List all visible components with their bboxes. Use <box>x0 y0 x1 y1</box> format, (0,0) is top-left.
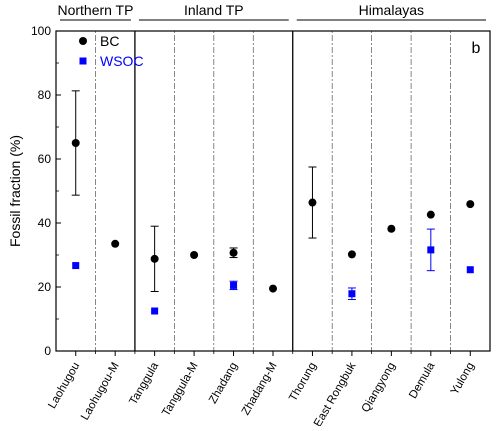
y-tick-label: 80 <box>38 88 52 102</box>
x-tick-label: Zhadang-M <box>240 361 280 418</box>
x-tick-label: Tanggula-M <box>160 361 200 419</box>
y-tick-label: 60 <box>38 152 52 166</box>
bc-point <box>426 210 435 219</box>
bc-point <box>190 251 199 259</box>
x-tick-label: Zhadang <box>207 361 240 406</box>
region-header-labels: Northern TP Inland TP Himalayas <box>57 2 424 18</box>
x-tick-label: East Rongbuk <box>312 360 359 426</box>
region-label: Himalayas <box>359 2 424 18</box>
y-tick-label: 100 <box>31 24 51 38</box>
wsoc-point <box>466 266 474 274</box>
x-tick-label: Yulong <box>449 361 477 397</box>
legend-wsoc-label: WSOC <box>100 53 144 69</box>
bc-point <box>308 198 317 207</box>
x-tick-label: Qiangyong <box>360 361 398 415</box>
bc-point <box>111 239 120 248</box>
x-tick-label: Laohugou-M <box>79 361 122 423</box>
bc-point <box>347 250 356 259</box>
legend: BC WSOC <box>79 33 144 69</box>
region-label: Northern TP <box>57 2 133 18</box>
x-tick-label: Tanggula <box>127 360 161 407</box>
region-boundary-lines <box>134 31 294 351</box>
wsoc-point <box>427 246 435 254</box>
data-points <box>71 139 475 315</box>
site-divider-lines <box>95 31 451 351</box>
y-tick-label: 20 <box>38 280 52 294</box>
x-tick-label: Thorung <box>287 361 319 404</box>
wsoc-point <box>72 262 80 270</box>
y-axis: 0 20 40 60 80 100 <box>31 24 61 358</box>
bc-point <box>269 284 277 293</box>
wsoc-point <box>348 290 356 298</box>
bc-point <box>150 254 159 263</box>
legend-bc-marker <box>79 37 87 45</box>
x-tick-label: Demula <box>407 360 438 401</box>
wsoc-point <box>230 281 238 289</box>
y-tick-label: 40 <box>38 216 52 230</box>
legend-bc-label: BC <box>100 33 119 49</box>
x-tick-label: Laohugou <box>46 361 82 411</box>
y-axis-label: Fossil fraction (%) <box>7 135 23 247</box>
y-tick-label: 0 <box>44 344 51 358</box>
wsoc-point <box>151 307 159 315</box>
bc-point <box>71 139 80 147</box>
bc-point <box>387 224 396 233</box>
bc-point <box>466 200 475 209</box>
region-label: Inland TP <box>184 2 244 18</box>
plot-frame <box>55 30 491 352</box>
legend-wsoc-marker <box>79 57 87 65</box>
panel-label: b <box>472 40 481 57</box>
bc-point <box>229 248 238 257</box>
